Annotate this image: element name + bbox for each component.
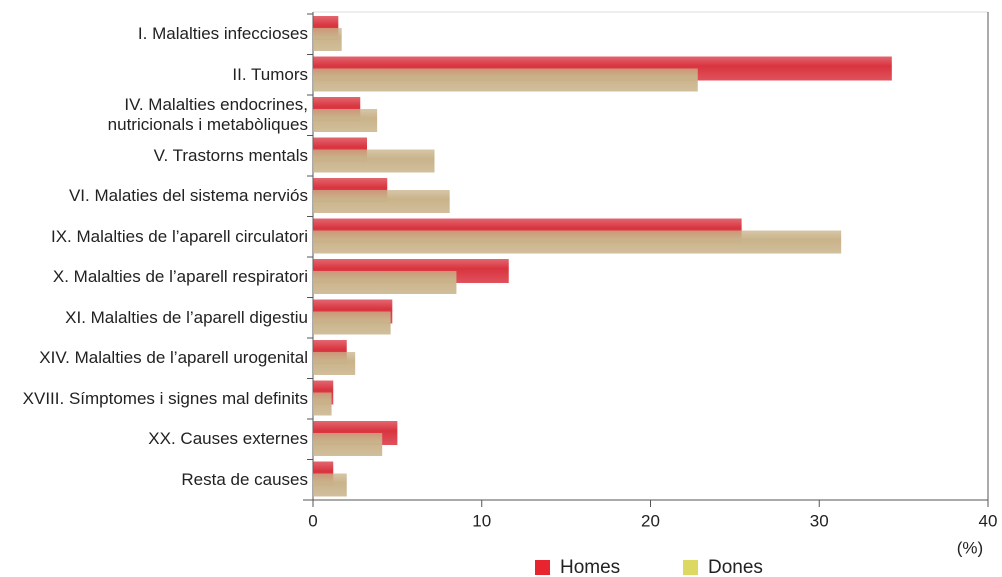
bar xyxy=(313,230,842,254)
bar xyxy=(313,271,457,294)
x-tick-label: 40 xyxy=(979,511,998,530)
bar xyxy=(313,311,391,335)
x-tick-label: 0 xyxy=(308,511,317,530)
y-tick-label: II. Tumors xyxy=(232,64,308,84)
y-tick-label: VI. Malaties del sistema nerviós xyxy=(68,186,308,206)
bar xyxy=(313,149,435,173)
bar xyxy=(313,352,356,375)
legend-label: Homes xyxy=(560,557,620,577)
legend-swatch xyxy=(535,560,550,575)
x-axis-label: (%) xyxy=(957,538,983,557)
legend-swatch xyxy=(683,560,698,575)
bar xyxy=(313,68,698,92)
y-tick-label: XIV. Malalties de l’aparell urogenital xyxy=(39,348,308,368)
x-tick-label: 20 xyxy=(641,511,660,530)
y-tick-label: IV. Malalties endocrines, nutricionals i… xyxy=(107,95,308,135)
legend-label: Dones xyxy=(708,557,763,577)
bar xyxy=(313,190,450,213)
bar xyxy=(313,473,347,497)
y-tick-label: V. Trastorns mentals xyxy=(153,145,308,165)
bar xyxy=(313,109,378,132)
y-tick-label: X. Malalties de l’aparell respiratori xyxy=(52,267,308,287)
bar xyxy=(313,392,332,416)
x-tick-label: 30 xyxy=(810,511,829,530)
x-tick-label: 10 xyxy=(472,511,491,530)
y-tick-label: XI. Malalties de l’aparell digestiu xyxy=(65,307,308,327)
y-tick-label: XX. Causes externes xyxy=(148,429,308,449)
y-tick-label: IX. Malalties de l’aparell circulatori xyxy=(51,226,308,246)
bar xyxy=(313,28,342,51)
y-tick-label: Resta de causes xyxy=(181,469,308,489)
y-tick-label: I. Malalties infeccioses xyxy=(137,24,308,44)
bar xyxy=(313,433,383,456)
y-tick-label: XVIII. Símptomes i signes mal definits xyxy=(22,388,308,408)
